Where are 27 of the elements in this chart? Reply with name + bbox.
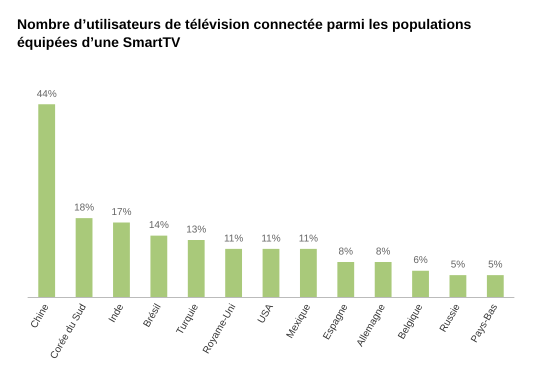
bar bbox=[38, 104, 56, 297]
bar bbox=[412, 270, 429, 297]
chart-title: Nombre d’utilisateurs de télévision connectée parmi les populations équipées d’une SmartTV bbox=[17, 16, 476, 50]
bar bbox=[374, 262, 392, 297]
data-label: 17% bbox=[111, 207, 132, 218]
data-label: 8% bbox=[376, 246, 390, 258]
data-label: 14% bbox=[148, 220, 169, 232]
data-label: 44% bbox=[36, 88, 57, 100]
bar bbox=[486, 275, 504, 297]
data-label: 11% bbox=[224, 233, 244, 244]
data-label: 13% bbox=[186, 224, 206, 236]
data-label: 11% bbox=[261, 233, 281, 244]
bar bbox=[150, 236, 168, 297]
data-label: 8% bbox=[338, 246, 354, 258]
bar bbox=[450, 275, 466, 297]
bar bbox=[262, 248, 280, 297]
bar bbox=[76, 218, 92, 297]
data-label: 5% bbox=[488, 260, 503, 271]
data-label: 18% bbox=[74, 202, 94, 214]
data-label: 11% bbox=[298, 233, 318, 244]
bar bbox=[188, 240, 205, 297]
bar bbox=[113, 222, 130, 297]
bar bbox=[300, 248, 317, 297]
bar bbox=[337, 262, 354, 297]
data-label: 6% bbox=[413, 255, 428, 266]
bar bbox=[225, 248, 242, 297]
data-label: 5% bbox=[450, 260, 466, 271]
